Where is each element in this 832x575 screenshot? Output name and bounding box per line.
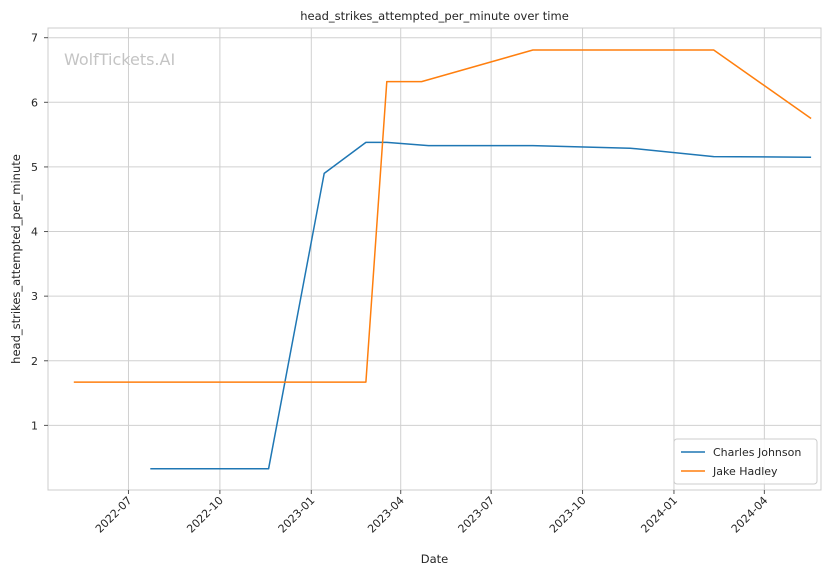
y-tick-label: 7 <box>31 32 38 45</box>
y-tick-label: 3 <box>31 290 38 303</box>
legend-label-charles-johnson: Charles Johnson <box>713 446 801 459</box>
x-tick-label: 2024-04 <box>729 494 771 536</box>
plot-frame <box>47 27 822 491</box>
legend-box <box>673 438 818 485</box>
x-axis-title: Date <box>421 552 449 566</box>
y-tick-label: 5 <box>31 161 38 174</box>
y-tick-labels: 1 2 3 4 5 6 7 <box>31 32 48 432</box>
series-line-charles-johnson <box>150 141 812 470</box>
y-tick-label: 1 <box>31 419 38 432</box>
x-tick-label: 2023-04 <box>365 494 407 536</box>
series-line-jake-hadley <box>73 49 812 383</box>
watermark: WolfTickets.AI <box>64 50 175 69</box>
chart-title: head_strikes_attempted_per_minute over t… <box>300 9 569 23</box>
series-group <box>73 49 812 470</box>
x-tick-label: 2022-10 <box>184 494 226 536</box>
x-tick-label: 2024-01 <box>638 494 680 536</box>
x-tick-label: 2023-07 <box>456 494 498 536</box>
x-tick-labels: 2022-07 2022-10 2023-01 2023-04 2023-07 2023-… <box>93 490 771 536</box>
y-axis-title: head_strikes_attempted_per_minute <box>9 154 23 364</box>
y-tick-label: 4 <box>31 226 38 239</box>
x-tick-label: 2023-01 <box>276 494 318 536</box>
legend: Charles Johnson Jake Hadley <box>673 438 818 485</box>
x-tick-label: 2022-07 <box>93 494 135 536</box>
legend-label-jake-hadley: Jake Hadley <box>712 465 778 478</box>
y-tick-label: 6 <box>31 96 38 109</box>
y-tick-label: 2 <box>31 355 38 368</box>
grid <box>48 28 821 490</box>
x-tick-label: 2023-10 <box>547 494 589 536</box>
